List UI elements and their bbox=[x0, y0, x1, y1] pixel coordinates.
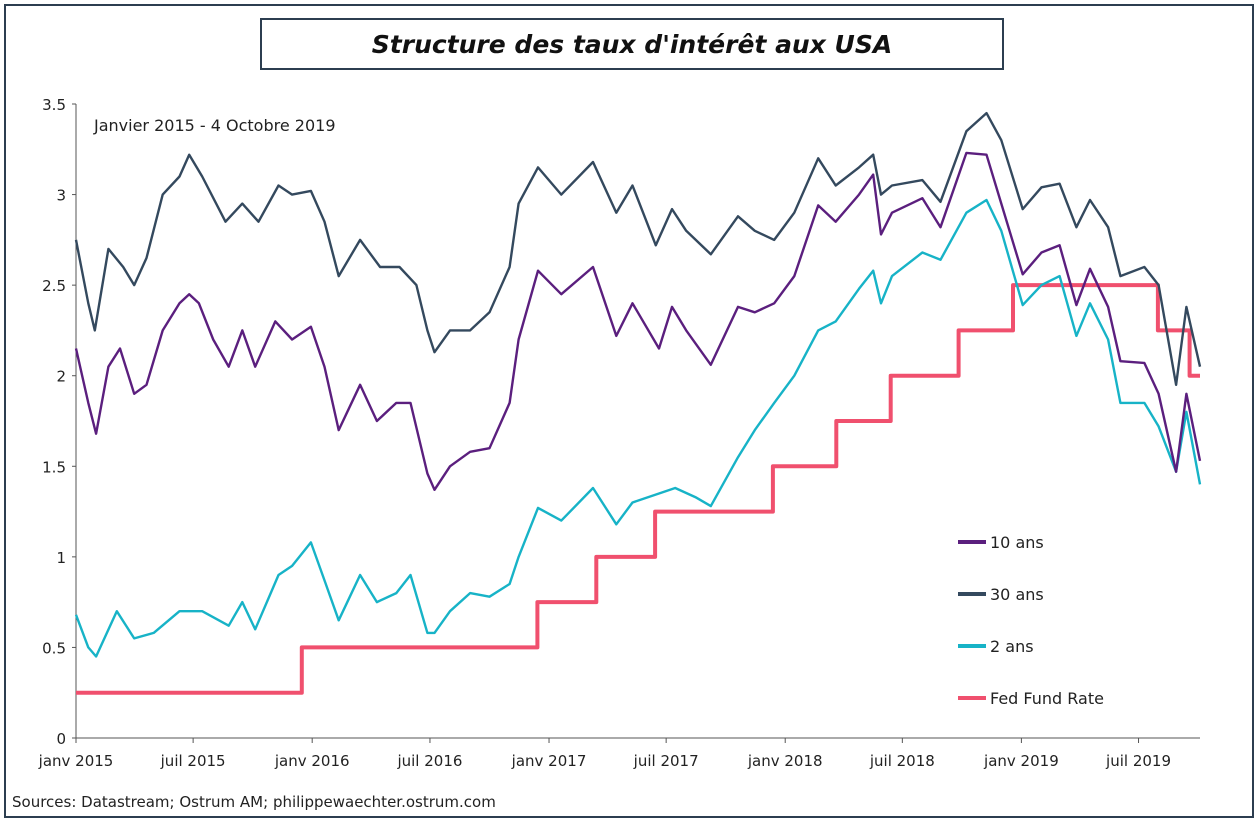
y-tick-label: 3 bbox=[56, 187, 66, 205]
x-tick-label: juil 2017 bbox=[633, 752, 699, 770]
y-tick-label: 0 bbox=[56, 730, 66, 748]
x-tick-label: janv 2015 bbox=[38, 752, 114, 770]
axes: 0 0.5 1 1.5 2 2.5 3 3.5 janv 2015 juil 2015 janv 2… bbox=[38, 96, 1200, 770]
x-tick-label: juil 2019 bbox=[1105, 752, 1171, 770]
legend-label: 2 ans bbox=[990, 637, 1034, 656]
x-tick-label: juil 2018 bbox=[869, 752, 935, 770]
y-tick-label: 1 bbox=[56, 549, 66, 567]
legend-label: 30 ans bbox=[990, 585, 1044, 604]
x-tick-label: janv 2017 bbox=[511, 752, 587, 770]
x-tick-label: janv 2016 bbox=[274, 752, 350, 770]
y-tick-label: 2.5 bbox=[42, 277, 66, 295]
y-tick-label: 3.5 bbox=[42, 96, 66, 114]
x-tick-label: juil 2016 bbox=[396, 752, 462, 770]
legend: 10 ans 30 ans 2 ans Fed Fund Rate bbox=[958, 533, 1104, 708]
legend-label: 10 ans bbox=[990, 533, 1044, 552]
x-tick-label: janv 2019 bbox=[983, 752, 1059, 770]
series-line-10-ans bbox=[74, 151, 1202, 491]
y-tick-label: 1.5 bbox=[42, 458, 66, 476]
x-tick-label: juil 2015 bbox=[160, 752, 226, 770]
series-line-fed-fund-rate bbox=[76, 283, 1200, 695]
x-tick-label: janv 2018 bbox=[747, 752, 823, 770]
title-box: Structure des taux d'intérêt aux USA bbox=[260, 18, 1004, 70]
series-line-30-ans bbox=[74, 111, 1202, 386]
source-note: Sources: Datastream; Ostrum AM; philippe… bbox=[12, 793, 496, 811]
figure-frame bbox=[4, 4, 1254, 818]
chart-subtitle: Janvier 2015 - 4 Octobre 2019 bbox=[93, 116, 336, 135]
legend-label: Fed Fund Rate bbox=[990, 689, 1104, 708]
chart-title: Structure des taux d'intérêt aux USA bbox=[371, 29, 893, 59]
y-tick-label: 2 bbox=[56, 368, 66, 386]
series-lines bbox=[74, 111, 1202, 695]
series-line-2-ans bbox=[74, 198, 1202, 658]
y-tick-label: 0.5 bbox=[42, 639, 66, 657]
